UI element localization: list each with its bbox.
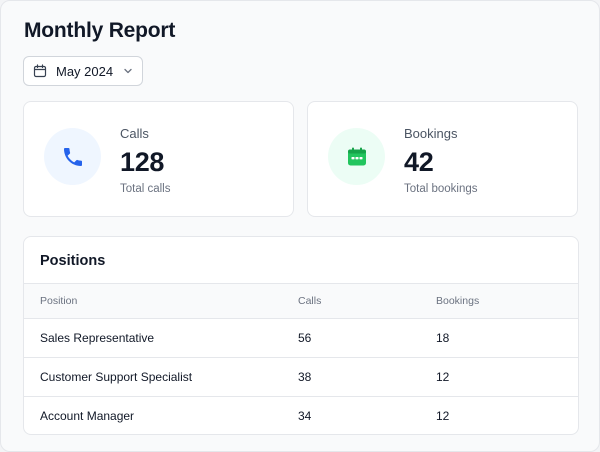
calls-cell: 38 <box>282 357 420 397</box>
month-selector[interactable]: May 2024 <box>23 56 143 86</box>
calls-icon-badge <box>44 128 101 185</box>
month-selector-value: May 2024 <box>56 63 114 79</box>
positions-table: Position Calls Bookings Sales Representa… <box>24 283 578 434</box>
calls-label: Calls <box>120 126 149 141</box>
calendar-icon <box>33 64 47 78</box>
position-name-cell: Account Manager <box>24 396 282 434</box>
calls-stat-card: Calls 128 Total calls <box>23 101 294 217</box>
page-title: Monthly Report <box>24 19 176 42</box>
positions-title: Positions <box>40 253 106 269</box>
bookings-value: 42 <box>404 147 434 177</box>
bookings-cell: 12 <box>420 396 578 434</box>
column-header-position: Position <box>24 283 282 319</box>
column-header-calls: Calls <box>282 283 420 319</box>
table-row: Customer Support Specialist 38 12 <box>24 357 578 397</box>
bookings-icon-badge <box>328 128 385 185</box>
chevron-down-icon <box>124 68 132 74</box>
bookings-label: Bookings <box>404 126 458 141</box>
calendar-icon <box>347 147 366 165</box>
table-row: Account Manager 34 12 <box>24 396 578 434</box>
calls-cell: 34 <box>282 396 420 434</box>
phone-icon <box>63 147 82 166</box>
position-name-cell: Customer Support Specialist <box>24 357 282 397</box>
positions-card: Positions Position Calls Bookings Sales … <box>23 236 579 435</box>
bookings-caption: Total bookings <box>404 183 478 195</box>
bookings-cell: 12 <box>420 357 578 397</box>
calls-cell: 56 <box>282 318 420 358</box>
bookings-stat-card: Bookings 42 Total bookings <box>307 101 578 217</box>
table-header-row: Position Calls Bookings <box>24 283 578 319</box>
bookings-cell: 18 <box>420 318 578 358</box>
position-name-cell: Sales Representative <box>24 318 282 358</box>
calls-caption: Total calls <box>120 183 171 195</box>
column-header-bookings: Bookings <box>420 283 578 319</box>
table-row: Sales Representative 56 18 <box>24 318 578 358</box>
calls-value: 128 <box>120 147 165 177</box>
